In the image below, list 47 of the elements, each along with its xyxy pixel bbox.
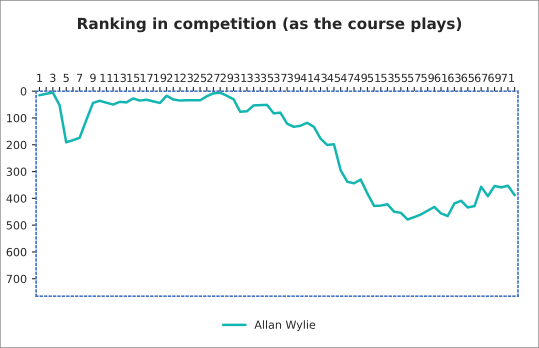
x-tick-label: 51 xyxy=(368,74,380,82)
x-tick-label: 37 xyxy=(274,74,287,82)
x-tick-label: 33 xyxy=(247,74,260,82)
x-tick-label: 67 xyxy=(474,74,488,82)
y-tick-label: 500 xyxy=(6,221,26,230)
x-tick-label: 41 xyxy=(300,74,314,82)
x-tick-label: 19 xyxy=(154,74,166,82)
x-tick-label: 25 xyxy=(194,74,206,82)
x-tick-label: 43 xyxy=(314,74,327,82)
x-tick-label: 59 xyxy=(421,74,434,82)
y-tick-label: 600 xyxy=(6,248,26,256)
x-tick-label: 17 xyxy=(140,74,153,82)
x-tick-label: 61 xyxy=(434,74,448,82)
x-tick-label: 45 xyxy=(327,74,340,82)
x-tick-label: 57 xyxy=(408,74,420,82)
legend-label: Allan Wylie xyxy=(254,320,316,332)
x-tick-label: 21 xyxy=(167,74,180,82)
x-tick-label: 65 xyxy=(461,74,474,82)
x-tick-label: 15 xyxy=(127,74,140,82)
x-tick-label: 11 xyxy=(100,74,112,82)
x-tick-label: 23 xyxy=(180,74,193,82)
x-tick-label: 55 xyxy=(394,74,407,82)
x-tick-label: 13 xyxy=(114,74,126,82)
y-tick-label: 300 xyxy=(6,168,26,176)
y-tick-label: 700 xyxy=(6,274,26,284)
y-tick-label: 0 xyxy=(20,87,26,96)
chart-title: Ranking in competition (as the course plays) xyxy=(78,17,462,32)
x-tick-label: 27 xyxy=(207,74,220,82)
x-tick-label: 63 xyxy=(448,74,461,82)
x-tick-label: 49 xyxy=(354,74,367,82)
x-tick-label: 69 xyxy=(488,74,501,82)
x-tick-label: 29 xyxy=(220,74,234,82)
x-tick-label: 31 xyxy=(234,74,246,82)
x-tick-label: 53 xyxy=(381,74,394,82)
x-tick-label: 47 xyxy=(340,74,354,82)
x-tick-label: 1 xyxy=(37,74,42,82)
y-tick-label: 400 xyxy=(6,194,26,203)
x-tick-label: 5 xyxy=(64,74,69,82)
line-series xyxy=(38,91,516,221)
x-tick-label: 3 xyxy=(50,74,56,82)
x-tick-label: 9 xyxy=(90,74,96,82)
y-tick-label: 200 xyxy=(6,140,26,150)
x-tick-label: 7 xyxy=(76,74,82,82)
x-tick-label: 39 xyxy=(288,74,300,82)
x-tick-label: 35 xyxy=(260,74,274,82)
x-tick-label: 71 xyxy=(502,74,514,82)
y-tick-label: 100 xyxy=(7,114,26,122)
